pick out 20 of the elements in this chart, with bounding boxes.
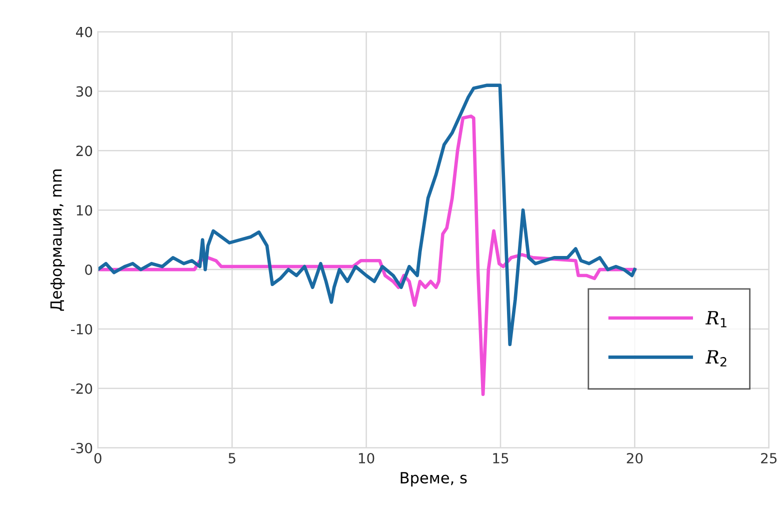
x-tick-label: 25	[761, 452, 777, 464]
legend-label: R$_{2}$	[705, 350, 726, 366]
y-axis-title: Деформация, mm	[50, 169, 65, 311]
y-tick-label: 10	[76, 205, 92, 216]
legend-label: R$_{1}$	[705, 311, 726, 328]
x-tick-label: 15	[493, 453, 508, 464]
y-tick-label: 20	[76, 146, 92, 156]
x-axis-title: Време, s	[400, 472, 467, 486]
x-tick-label: 5	[228, 453, 236, 464]
y-tick-label: -30	[71, 442, 92, 454]
x-tick-label: 10	[358, 452, 374, 464]
y-tick-label: 30	[76, 86, 92, 97]
y-tick-label: 0	[85, 264, 92, 276]
x-tick-label: 20	[626, 452, 643, 464]
line-series	[98, 84, 636, 346]
x-tick-label: 0	[94, 452, 102, 464]
y-tick-label: -20	[71, 383, 92, 394]
y-tick-label: 40	[76, 26, 92, 38]
y-tick-label: -10	[71, 324, 92, 334]
line-series	[98, 114, 636, 396]
